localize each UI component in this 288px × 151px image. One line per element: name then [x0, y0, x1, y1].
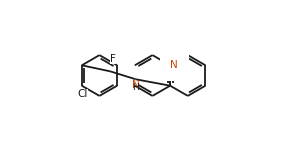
Text: Cl: Cl	[77, 88, 88, 99]
Text: N: N	[170, 60, 178, 70]
Text: N: N	[132, 80, 140, 90]
Text: H: H	[132, 83, 139, 92]
Text: F: F	[110, 54, 116, 64]
